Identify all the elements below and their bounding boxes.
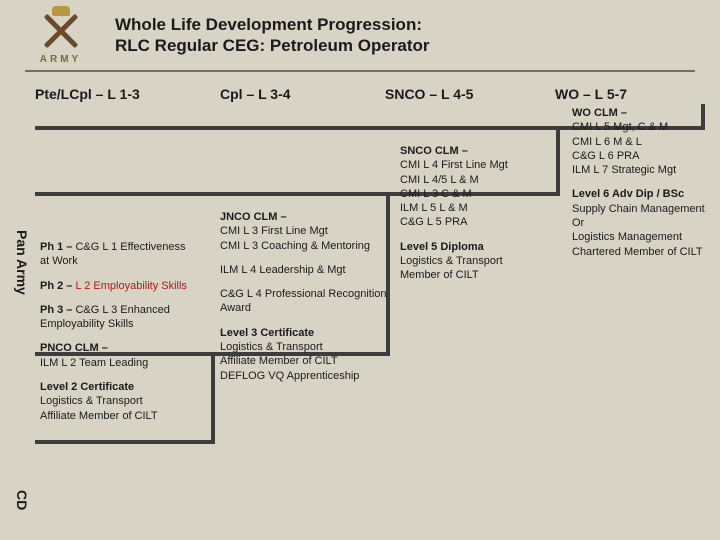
adv-line1: Supply Chain Management (572, 202, 712, 216)
dip-line1: Logistics & Transport (400, 254, 560, 268)
pnco-lead: PNCO CLM – (40, 341, 195, 355)
l3cert-line3: DEFLOG VQ Apprenticeship (220, 369, 388, 383)
adv-line4: Chartered Member of CILT (572, 245, 712, 259)
adv-line2: Or (572, 216, 712, 230)
adv-line3: Logistics Management (572, 230, 712, 244)
jnco-line1: CMI L 3 First Line Mgt (220, 224, 388, 238)
snco-line2: CMI L 4/5 L & M (400, 173, 560, 187)
ph1-lead: Ph 1 – (40, 241, 75, 253)
wo-line1: CMI L 5 Mgt, C & M (572, 120, 712, 134)
level3-cert: Level 3 Certificate Logistics & Transpor… (220, 326, 388, 383)
snco-lead: SNCO CLM – (400, 144, 560, 158)
ph2-lead: Ph 2 – (40, 280, 75, 292)
dip-lead: Level 5 Diploma (400, 240, 560, 254)
wo-line2: CMI L 6 M & L (572, 135, 712, 149)
column-cpl: JNCO CLM – CMI L 3 First Line Mgt CMI L … (220, 210, 388, 393)
phase-3: Ph 3 – C&G L 3 Enhanced Employability Sk… (40, 303, 195, 332)
pnco-clm: PNCO CLM – ILM L 2 Team Leading (40, 341, 195, 370)
pnco-text: ILM L 2 Team Leading (40, 356, 195, 370)
adv-lead: Level 6 Adv Dip / BSc (572, 187, 712, 201)
wo-lead: WO CLM – (572, 106, 712, 120)
jnco-lead: JNCO CLM – (220, 210, 388, 224)
wo-line4: ILM L 7 Strategic Mgt (572, 163, 712, 177)
wo-line3: C&G L 6 PRA (572, 149, 712, 163)
l3cert-line2: Affiliate Member of CILT (220, 354, 388, 368)
jnco-clm: JNCO CLM – CMI L 3 First Line Mgt CMI L … (220, 210, 388, 253)
crest-icon (31, 12, 91, 50)
l2cert-lead: Level 2 Certificate (40, 380, 195, 394)
wo-clm: WO CLM – CMI L 5 Mgt, C & M CMI L 6 M & … (572, 106, 712, 177)
column-wo: WO CLM – CMI L 5 Mgt, C & M CMI L 6 M & … (572, 106, 712, 269)
col-header-pte: Pte/LCpl – L 1-3 (35, 86, 210, 102)
dip-line2: Member of CILT (400, 268, 560, 282)
snco-line5: C&G L 5 PRA (400, 215, 560, 229)
phase-1: Ph 1 – C&G L 1 Effectiveness at Work (40, 240, 195, 269)
col-header-snco: SNCO – L 4-5 (385, 86, 555, 102)
cg-l4: C&G L 4 Professional Recognition Award (220, 287, 388, 316)
col-header-cpl: Cpl – L 3-4 (210, 86, 385, 102)
level5-diploma: Level 5 Diploma Logistics & Transport Me… (400, 240, 560, 283)
snco-line3: CMI L 3 C & M (400, 187, 560, 201)
l2cert-line2: Affiliate Member of CILT (40, 409, 195, 423)
column-headers: Pte/LCpl – L 1-3 Cpl – L 3-4 SNCO – L 4-… (35, 86, 705, 102)
title-line-2: RLC Regular CEG: Petroleum Operator (115, 35, 695, 56)
ph3-lead: Ph 3 – (40, 304, 75, 316)
phase-2: Ph 2 – L 2 Employability Skills (40, 279, 195, 293)
title-line-1: Whole Life Development Progression: (115, 14, 695, 35)
ph2-text: L 2 Employability Skills (75, 280, 186, 292)
snco-line4: ILM L 5 L & M (400, 201, 560, 215)
l3cert-lead: Level 3 Certificate (220, 326, 388, 340)
ilm-l4: ILM L 4 Leadership & Mgt (220, 263, 388, 277)
side-label-pan-army: Pan Army (14, 230, 30, 295)
snco-clm: SNCO CLM – CMI L 4 First Line Mgt CMI L … (400, 144, 560, 230)
column-snco: SNCO CLM – CMI L 4 First Line Mgt CMI L … (400, 144, 560, 293)
level2-cert: Level 2 Certificate Logistics & Transpor… (40, 380, 195, 423)
slide-title: Whole Life Development Progression: RLC … (115, 14, 695, 57)
jnco-line2: CMI L 3 Coaching & Mentoring (220, 239, 388, 253)
side-label-cd: CD (14, 490, 30, 510)
l3cert-line1: Logistics & Transport (220, 340, 388, 354)
title-rule (25, 70, 695, 72)
level6-adv-dip: Level 6 Adv Dip / BSc Supply Chain Manag… (572, 187, 712, 258)
army-logo: ARMY (18, 12, 103, 68)
column-pte: Ph 1 – C&G L 1 Effectiveness at Work Ph … (40, 240, 195, 433)
l2cert-line1: Logistics & Transport (40, 394, 195, 408)
logo-text: ARMY (18, 54, 103, 65)
snco-line1: CMI L 4 First Line Mgt (400, 158, 560, 172)
col-header-wo: WO – L 5-7 (555, 86, 705, 102)
